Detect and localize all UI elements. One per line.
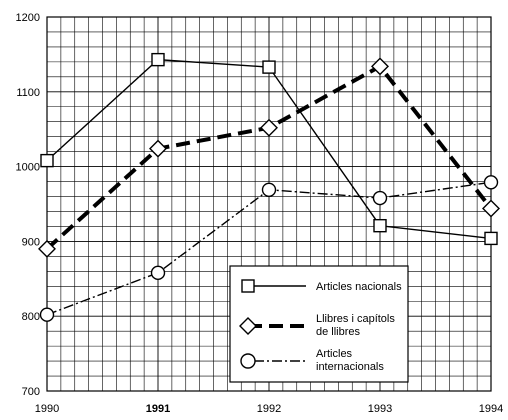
x-tick-label: 1991 bbox=[146, 403, 170, 415]
data-point-circle bbox=[483, 175, 499, 190]
data-point-square bbox=[40, 153, 54, 168]
y-tick-label: 800 bbox=[22, 311, 40, 323]
legend-label-articles-internacionals-line2: internacionals bbox=[316, 361, 384, 373]
data-point-circle bbox=[39, 307, 55, 322]
y-tick-label: 1000 bbox=[16, 162, 40, 174]
data-point-diamond bbox=[371, 57, 389, 76]
x-tick-label: 1992 bbox=[257, 403, 281, 415]
legend-label-llibres-line2: de llibres bbox=[316, 326, 361, 338]
y-tick-label: 700 bbox=[22, 386, 40, 398]
legend-label-llibres-line1: Llibres i capítols bbox=[316, 313, 395, 325]
series-group bbox=[38, 52, 500, 322]
y-tick-label: 1200 bbox=[16, 12, 40, 24]
y-tick-label: 900 bbox=[22, 236, 40, 248]
x-tick-label: 1990 bbox=[35, 403, 59, 415]
legend: Articles nacionals Llibres i capítols de… bbox=[229, 265, 409, 383]
data-point-diamond bbox=[38, 239, 56, 258]
legend-marker-square bbox=[241, 279, 255, 293]
data-point-square bbox=[262, 60, 276, 74]
legend-label-articles-internacionals-line1: Articles bbox=[316, 348, 353, 360]
data-point-square bbox=[373, 218, 387, 233]
legend-marker-diamond bbox=[239, 317, 257, 335]
legend-marker-circle bbox=[240, 353, 256, 369]
y-axis: 700 800 900 1000 1100 1200 bbox=[16, 12, 40, 398]
data-point-diamond bbox=[149, 139, 167, 158]
x-axis: 1990 1991 1992 1993 1994 bbox=[35, 403, 503, 415]
data-point-circle bbox=[372, 190, 388, 206]
data-point-circle bbox=[150, 265, 166, 281]
data-point-circle bbox=[261, 182, 277, 197]
data-point-diamond bbox=[482, 199, 500, 218]
y-tick-label: 1100 bbox=[16, 87, 40, 99]
legend-label-articles-nacionals: Articles nacionals bbox=[316, 281, 402, 293]
data-point-square bbox=[151, 52, 165, 67]
data-point-diamond bbox=[260, 118, 278, 137]
x-tick-label: 1994 bbox=[479, 403, 503, 415]
data-point-square bbox=[484, 231, 498, 246]
x-tick-label: 1993 bbox=[368, 403, 392, 415]
